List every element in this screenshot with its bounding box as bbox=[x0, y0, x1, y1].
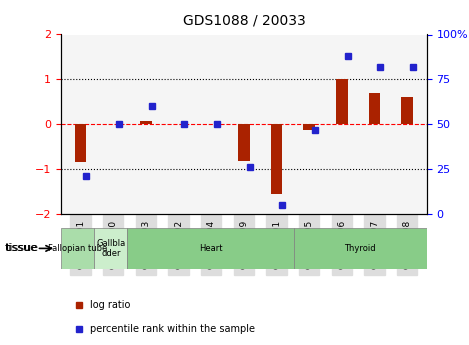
Text: Gallbla
dder: Gallbla dder bbox=[96, 239, 126, 258]
Text: GDS1088 / 20033: GDS1088 / 20033 bbox=[182, 14, 305, 28]
Bar bbox=[369, 93, 380, 124]
FancyBboxPatch shape bbox=[94, 228, 128, 269]
Bar bbox=[401, 97, 413, 124]
Text: tissue: tissue bbox=[5, 244, 38, 253]
Bar bbox=[271, 124, 282, 194]
FancyBboxPatch shape bbox=[61, 228, 94, 269]
Text: Heart: Heart bbox=[199, 244, 222, 253]
Bar bbox=[238, 124, 250, 161]
Text: log ratio: log ratio bbox=[90, 300, 130, 310]
Bar bbox=[336, 79, 348, 124]
Text: tissue: tissue bbox=[6, 244, 39, 253]
FancyBboxPatch shape bbox=[128, 228, 294, 269]
Bar bbox=[75, 124, 86, 162]
Text: percentile rank within the sample: percentile rank within the sample bbox=[90, 324, 255, 334]
Text: Thyroid: Thyroid bbox=[344, 244, 376, 253]
Text: Fallopian tube: Fallopian tube bbox=[48, 244, 107, 253]
Bar bbox=[303, 124, 315, 130]
FancyBboxPatch shape bbox=[294, 228, 427, 269]
Bar bbox=[140, 121, 151, 124]
